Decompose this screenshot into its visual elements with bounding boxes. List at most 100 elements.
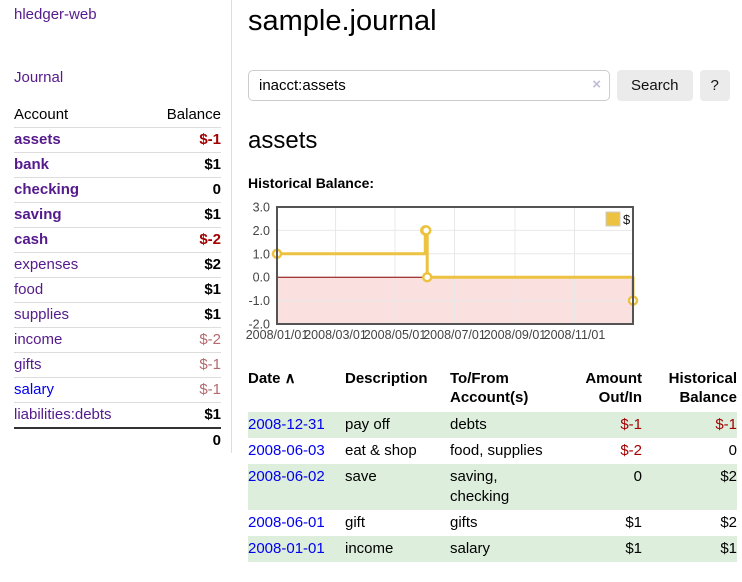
svg-text:2008/01/01: 2008/01/01 <box>246 328 308 342</box>
account-balance: $1 <box>147 402 221 428</box>
account-balance: $-2 <box>147 227 221 253</box>
account-link[interactable]: saving <box>14 206 62 223</box>
register-header-balance: Historical Balance <box>668 370 737 406</box>
help-button[interactable]: ? <box>699 70 730 101</box>
svg-text:3.0: 3.0 <box>253 201 270 215</box>
clear-search-icon[interactable]: × <box>592 76 601 93</box>
transaction-row: 2008-06-02 save saving, checking 0 $2 <box>248 464 737 510</box>
svg-text:-2.0: -2.0 <box>248 318 270 332</box>
transaction-amount: $-2 <box>620 442 642 459</box>
transaction-amount: 0 <box>633 468 642 485</box>
account-balance: $-1 <box>147 127 221 153</box>
account-row: income $-2 <box>14 327 221 353</box>
account-balance: $-2 <box>147 327 221 353</box>
account-link[interactable]: income <box>14 331 63 348</box>
account-row: assets $-1 <box>14 127 221 153</box>
legend-label: $ <box>623 212 631 227</box>
chart-container: 3.0 2.0 1.0 0.0 -1.0 -2.0 2008/01/01 2008/03/01… <box>246 199 737 347</box>
account-link[interactable]: bank <box>14 156 50 173</box>
search-button[interactable]: Search <box>617 70 693 101</box>
register-table: Date ∧ Description To/From Account(s) Amoun… <box>248 367 737 562</box>
historical-balance-chart: 3.0 2.0 1.0 0.0 -1.0 -2.02008/01/012008/03/01… <box>246 201 639 342</box>
account-link[interactable]: food <box>14 281 44 298</box>
transaction-description: pay off <box>345 416 390 433</box>
register-header-date[interactable]: Date ∧ <box>248 370 296 387</box>
transaction-date-link[interactable]: 2008-06-01 <box>248 514 325 531</box>
account-row: gifts $-1 <box>14 352 221 378</box>
transaction-accounts: gifts <box>450 514 478 531</box>
account-balance: $2 <box>147 252 221 278</box>
journal-nav-link[interactable]: Journal <box>14 69 64 86</box>
register-header-amount: Amount Out/In <box>585 370 642 406</box>
account-link[interactable]: liabilities:debts <box>14 406 112 423</box>
transaction-description: gift <box>345 514 366 531</box>
account-link[interactable]: checking <box>14 181 80 198</box>
svg-text:2008/11/01: 2008/11/01 <box>544 328 606 342</box>
accounts-total-row: 0 <box>14 427 221 453</box>
account-column-header: Account <box>14 106 69 123</box>
transaction-date-link[interactable]: 2008-06-02 <box>248 468 325 485</box>
transaction-balance: $2 <box>720 468 737 485</box>
transaction-accounts: saving, checking <box>450 468 510 505</box>
transaction-balance: $2 <box>720 514 737 531</box>
account-link[interactable]: expenses <box>14 256 79 273</box>
account-link[interactable]: gifts <box>14 356 42 373</box>
transaction-row: 2008-06-01 gift gifts $1 $2 <box>248 510 737 536</box>
transaction-row: 2008-06-03 eat & shop food, supplies $-2 0 <box>248 438 737 464</box>
legend-swatch <box>605 211 621 227</box>
transaction-balance: $-1 <box>715 416 737 433</box>
search-form: × Search ? <box>248 70 737 101</box>
accounts-total-value: 0 <box>147 427 221 453</box>
transaction-description: eat & shop <box>345 442 417 459</box>
register-header-accounts: To/From Account(s) <box>450 370 529 406</box>
data-point-marker <box>420 225 432 236</box>
account-balance: $-1 <box>147 377 221 403</box>
brand-link[interactable]: hledger-web <box>14 6 97 23</box>
search-input[interactable] <box>248 70 610 101</box>
account-balance: $-1 <box>147 352 221 378</box>
sort-ascending-icon: ∧ <box>280 370 296 387</box>
transaction-amount: $1 <box>625 540 642 557</box>
register-header-description: Description <box>345 370 428 387</box>
account-row: food $1 <box>14 277 221 303</box>
account-balance: $1 <box>147 277 221 303</box>
transaction-balance: $1 <box>720 540 737 557</box>
page-title: sample.journal <box>248 5 437 37</box>
transaction-accounts: debts <box>450 416 487 433</box>
account-link[interactable]: supplies <box>14 306 70 323</box>
accounts-table: Account Balance assets $-1 bank $1 checking 0… <box>14 103 221 453</box>
account-row: cash $-2 <box>14 227 221 253</box>
svg-text:2008/05/01: 2008/05/01 <box>364 328 427 342</box>
transaction-date-link[interactable]: 2008-06-03 <box>248 442 325 459</box>
svg-text:1.0: 1.0 <box>253 247 270 261</box>
svg-text:-1.0: -1.0 <box>248 294 270 308</box>
svg-text:2.0: 2.0 <box>253 224 270 238</box>
account-row: salary $-1 <box>14 377 221 403</box>
transaction-row: 2008-12-31 pay off debts $-1 $-1 <box>248 412 737 438</box>
account-row: expenses $2 <box>14 252 221 278</box>
main-panel: sample.journal × Search ? assets Histori… <box>232 0 742 562</box>
plot-border <box>276 206 634 325</box>
account-row: checking 0 <box>14 177 221 203</box>
svg-text:2008/03/01: 2008/03/01 <box>304 328 367 342</box>
historical-balance-label: Historical Balance: <box>248 175 375 191</box>
transaction-amount: $1 <box>625 514 642 531</box>
svg-text:2008/09/01: 2008/09/01 <box>484 328 547 342</box>
account-row: saving $1 <box>14 202 221 228</box>
transaction-description: income <box>345 540 394 557</box>
account-link[interactable]: cash <box>14 231 49 248</box>
account-row: bank $1 <box>14 152 221 178</box>
transaction-amount: $-1 <box>620 416 642 433</box>
sidebar: hledger-web Journal Account Balance asse… <box>0 0 232 453</box>
account-balance: $1 <box>147 302 221 328</box>
svg-text:0.0: 0.0 <box>253 271 270 285</box>
transaction-accounts: salary <box>450 540 491 557</box>
account-balance: $1 <box>147 152 221 178</box>
account-link[interactable]: salary <box>14 381 55 398</box>
account-link[interactable]: assets <box>14 131 61 148</box>
transaction-date-link[interactable]: 2008-12-31 <box>248 416 325 433</box>
data-point-marker <box>421 271 433 283</box>
account-balance: 0 <box>147 177 221 203</box>
transaction-row: 2008-01-01 income salary $1 $1 <box>248 536 737 562</box>
transaction-date-link[interactable]: 2008-01-01 <box>248 540 325 557</box>
